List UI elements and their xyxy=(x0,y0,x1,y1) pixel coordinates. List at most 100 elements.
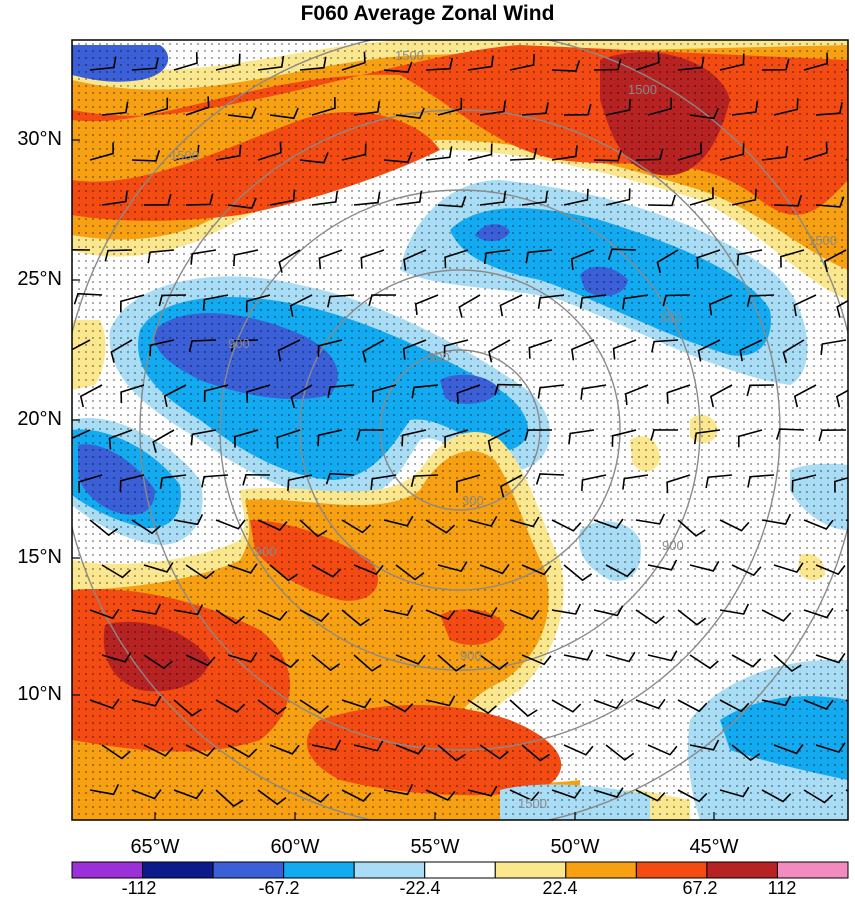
map-title: F060 Average Zonal Wind xyxy=(300,2,555,25)
wind-barb xyxy=(215,699,246,713)
wind-barb xyxy=(287,474,313,492)
wind-barb xyxy=(131,789,162,800)
wind-barb xyxy=(411,384,439,399)
wind-barb xyxy=(605,651,636,663)
wind-barb xyxy=(383,151,413,164)
latitude-label: 10°N xyxy=(17,683,62,705)
wind-barb xyxy=(101,190,128,206)
wind-barb xyxy=(689,739,720,751)
wind-barb xyxy=(746,384,775,397)
wind-barb xyxy=(693,429,721,445)
wind-barb xyxy=(269,189,296,206)
wind-barb xyxy=(635,698,666,710)
wind-barb xyxy=(437,196,467,208)
wind-barb xyxy=(143,744,174,757)
wind-barb xyxy=(736,249,763,266)
colorbar-label: 22.4 xyxy=(542,878,578,898)
wind-barb xyxy=(190,429,217,446)
wind-barb xyxy=(158,294,187,307)
longitude-label: 55°W xyxy=(410,836,460,858)
wind-barb xyxy=(173,699,202,717)
wind-barb xyxy=(815,652,846,664)
wind-barb xyxy=(607,248,637,260)
wind-barb xyxy=(290,384,313,409)
wind-barb xyxy=(245,294,271,313)
wind-barb xyxy=(383,604,414,617)
wind-barb xyxy=(325,472,355,485)
wind-barb xyxy=(677,609,707,626)
wind-barb xyxy=(185,96,210,116)
wind-barb xyxy=(761,695,792,707)
wind-barb xyxy=(467,55,494,71)
wind-barb xyxy=(202,294,229,311)
wind-barb xyxy=(215,144,242,161)
wind-barb xyxy=(173,144,200,161)
wind-barb xyxy=(299,56,327,71)
wind-barb xyxy=(341,609,370,627)
wind-barb xyxy=(185,744,216,757)
wind-barb xyxy=(73,292,103,305)
wind-barb xyxy=(647,744,678,756)
wind-barb xyxy=(483,249,511,265)
wind-barb xyxy=(456,474,481,493)
wind-barb xyxy=(401,429,427,447)
wind-barb xyxy=(278,249,301,273)
ring-label: 1500 xyxy=(518,796,547,811)
wind-barb xyxy=(341,789,372,802)
wind-barb xyxy=(509,699,538,718)
wind-barb xyxy=(528,339,553,359)
wind-barb xyxy=(635,513,666,525)
wind-barb xyxy=(317,429,343,447)
colorbar-box xyxy=(776,861,849,879)
wind-barb xyxy=(353,100,381,116)
wind-barb xyxy=(803,141,828,161)
wind-barb xyxy=(780,249,805,268)
wind-barb xyxy=(341,519,372,534)
wind-barb xyxy=(677,519,706,537)
wind-barb xyxy=(494,383,523,396)
wind-barb xyxy=(551,145,578,161)
wind-barb xyxy=(650,429,679,441)
wind-barb xyxy=(120,294,145,313)
wind-barb xyxy=(761,789,792,803)
wind-barb xyxy=(605,744,635,761)
wind-barb xyxy=(612,339,637,360)
wind-barb xyxy=(479,654,509,671)
wind-barb xyxy=(467,699,497,715)
latitude-label: 20°N xyxy=(17,408,62,430)
wind-barb xyxy=(568,429,595,445)
wind-barb xyxy=(666,474,691,494)
wind-barb xyxy=(299,152,329,164)
wind-barb xyxy=(666,384,691,404)
wind-barb xyxy=(149,339,175,357)
colorbar-box xyxy=(142,861,214,879)
wind-barb xyxy=(521,654,552,666)
colorbar-box xyxy=(212,861,285,879)
wind-barb xyxy=(782,339,805,364)
wind-barb xyxy=(269,564,298,582)
wind-barb xyxy=(537,294,565,309)
wind-barb xyxy=(823,249,847,273)
wind-barb xyxy=(571,339,595,361)
wind-barb xyxy=(488,339,511,363)
wind-barb xyxy=(689,107,719,120)
wind-barb xyxy=(793,384,817,408)
wind-barb xyxy=(499,474,523,498)
ring-label: 300 xyxy=(462,493,484,508)
colorbar-label: 67.2 xyxy=(682,878,718,898)
wind-barb xyxy=(372,384,397,403)
wind-barb xyxy=(89,608,120,620)
wind-barb xyxy=(437,654,466,672)
wind-barb xyxy=(622,474,649,490)
latitude-label: 30°N xyxy=(17,128,62,150)
wind-barb xyxy=(227,652,258,663)
wind-barb xyxy=(131,519,161,535)
colorbar-label: 112 xyxy=(767,878,797,898)
wind-barb xyxy=(410,474,439,487)
wind-barb xyxy=(230,339,259,352)
wind-barb xyxy=(731,188,757,206)
wind-barb xyxy=(425,57,454,71)
wind-barb xyxy=(201,474,229,488)
wind-barb xyxy=(299,609,330,623)
wind-barb xyxy=(662,294,691,307)
